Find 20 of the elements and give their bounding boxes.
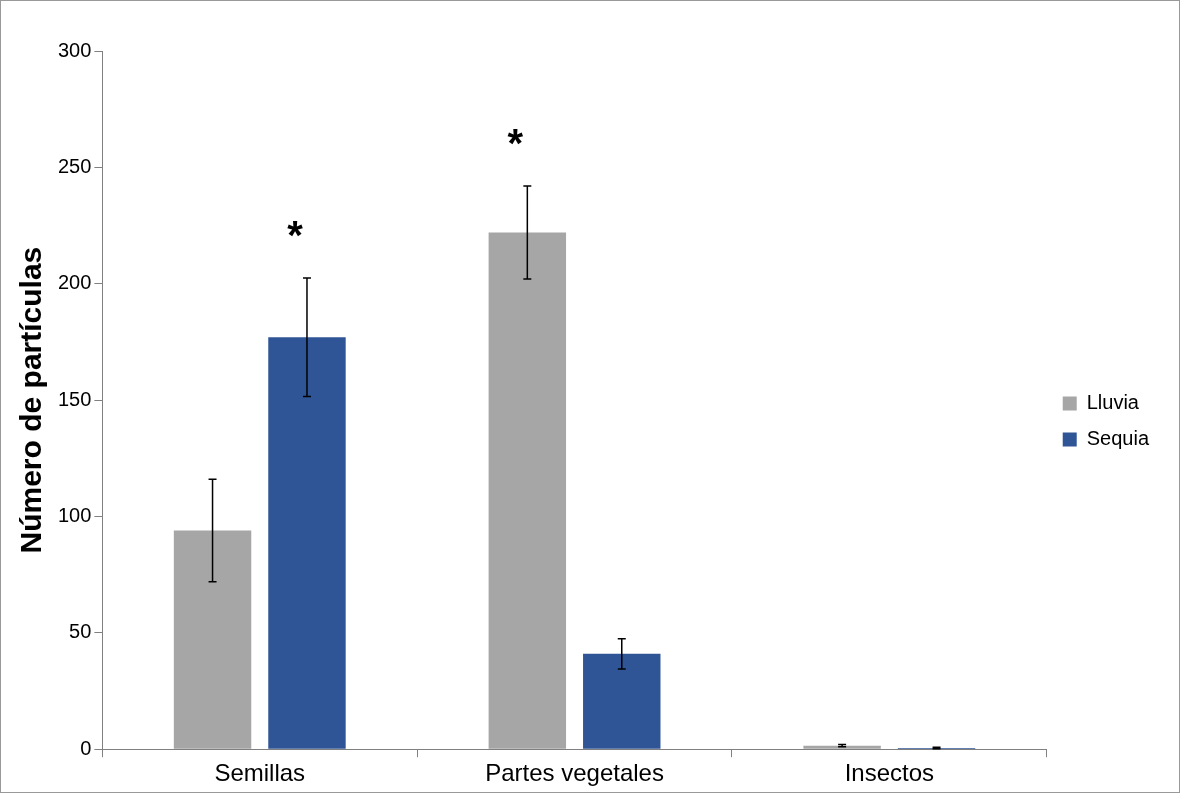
annotation: * xyxy=(507,121,524,166)
y-tick-label: 0 xyxy=(80,736,92,759)
bar xyxy=(803,745,881,749)
bar xyxy=(488,232,567,749)
y-tick-label: 300 xyxy=(57,38,92,61)
x-tick-label: Insectos xyxy=(844,759,935,787)
y-axis-title: Número de partículas xyxy=(14,246,48,554)
legend-label: Sequia xyxy=(1086,427,1150,450)
x-tick-label: Partes vegetales xyxy=(485,759,664,787)
y-tick-label: 150 xyxy=(57,387,92,410)
bar xyxy=(583,653,661,749)
bar xyxy=(268,337,346,749)
y-tick-label: 200 xyxy=(57,271,92,294)
x-tick-label: Semillas xyxy=(214,759,306,787)
annotation: * xyxy=(287,212,304,257)
y-tick-label: 250 xyxy=(57,154,92,177)
y-tick-label: 100 xyxy=(57,503,92,526)
y-tick-label: 50 xyxy=(69,620,92,643)
bar xyxy=(173,530,252,749)
legend-label: Lluvia xyxy=(1086,391,1140,414)
